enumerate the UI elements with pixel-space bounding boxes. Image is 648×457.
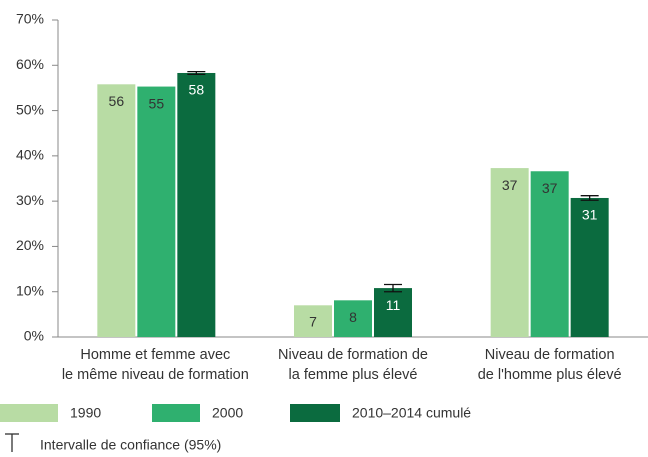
bar [177, 72, 216, 337]
y-tick-label: 20% [16, 237, 44, 253]
bar [570, 197, 609, 337]
bar [97, 84, 136, 337]
bar [490, 168, 529, 337]
data-label: 11 [386, 297, 401, 313]
legend-error-label: Intervalle de confiance (95%) [40, 437, 221, 453]
y-tick-label: 40% [16, 147, 44, 163]
bar [137, 86, 176, 337]
x-tick-label: Niveau de formation de la femme plus éle… [278, 347, 428, 383]
data-label: 8 [349, 309, 357, 325]
y-tick-label: 70% [16, 11, 44, 27]
bar [530, 171, 569, 337]
data-label: 37 [502, 177, 518, 193]
legend-swatch [0, 404, 58, 422]
error-bar [187, 70, 206, 75]
bar [374, 288, 412, 337]
x-tick-label: Homme et femme avec le même niveau de fo… [61, 347, 249, 383]
y-tick-label: 60% [16, 56, 44, 72]
legend-swatch [290, 404, 340, 422]
data-label: 56 [109, 93, 125, 109]
data-label: 58 [189, 82, 205, 98]
error-bar [580, 195, 599, 201]
y-tick-label: 0% [24, 328, 44, 344]
legend-label: 2000 [212, 405, 243, 421]
y-tick-label: 50% [16, 101, 44, 117]
legend-label: 1990 [70, 405, 101, 421]
error-bar [384, 283, 402, 293]
y-tick-label: 30% [16, 192, 44, 208]
legend-swatch [152, 404, 200, 422]
x-tick-label: Niveau de formation de l'homme plus élev… [477, 347, 622, 383]
bar [294, 305, 332, 337]
legend-label: 2010–2014 cumulé [352, 405, 471, 421]
data-label: 7 [309, 314, 317, 330]
data-label: 55 [149, 95, 165, 111]
bar [334, 300, 372, 337]
data-label: 37 [542, 180, 558, 196]
y-tick-label: 10% [16, 282, 44, 298]
data-label: 31 [582, 207, 598, 223]
